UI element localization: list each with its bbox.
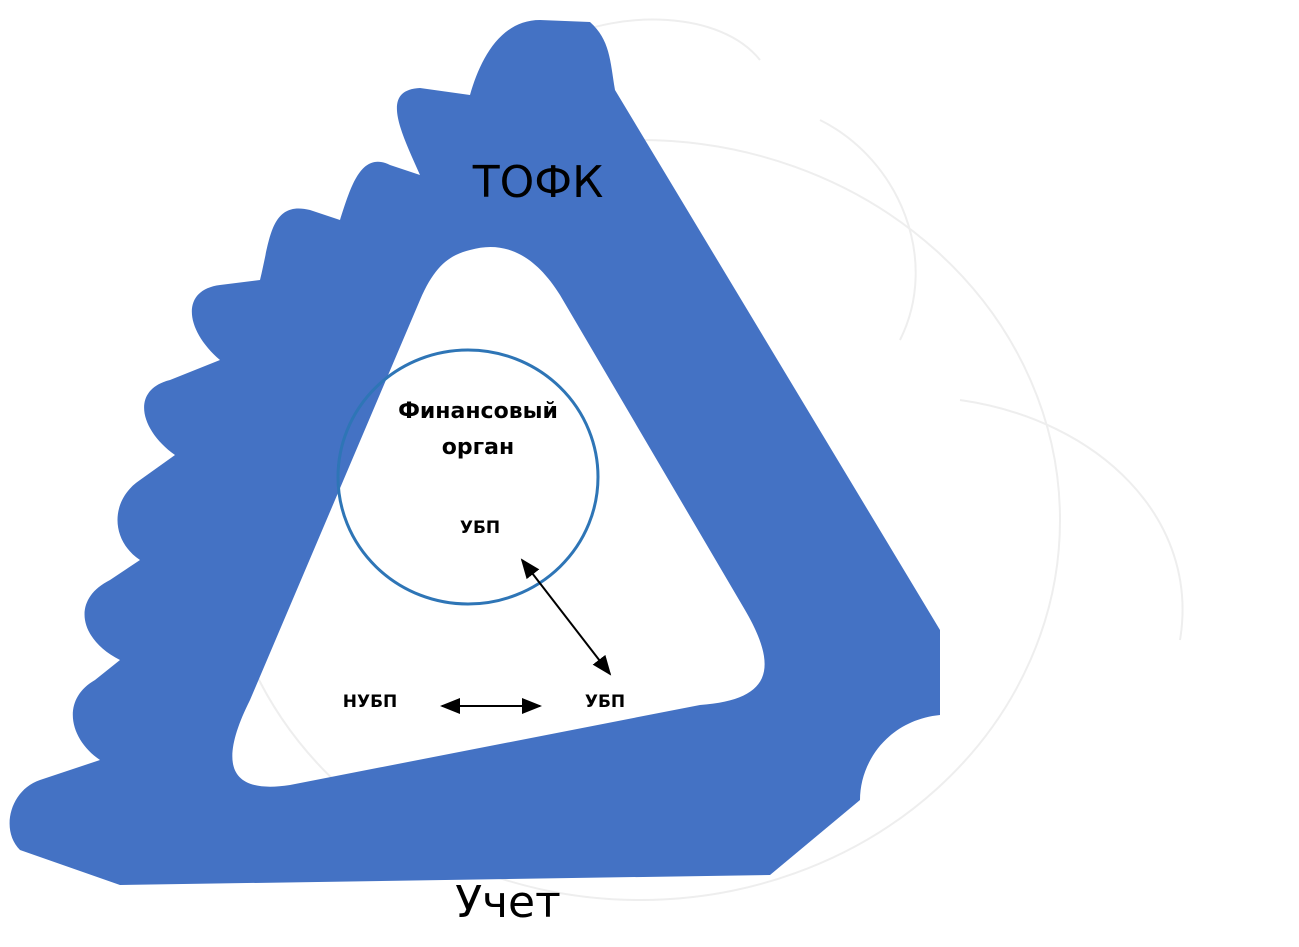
circle-member: УБП (460, 518, 500, 538)
node: НУБП (343, 692, 398, 712)
arrow (522, 560, 610, 674)
diagram: ТОФК Учет Финансовый орган УБП НУБП УБП (0, 0, 1299, 947)
circle-title: Финансовый (398, 399, 558, 424)
bottom-label: Учет (455, 877, 561, 928)
node: УБП (585, 692, 625, 712)
top-label: ТОФК (472, 157, 604, 208)
circle (338, 350, 598, 604)
circle-title: орган (442, 435, 514, 460)
